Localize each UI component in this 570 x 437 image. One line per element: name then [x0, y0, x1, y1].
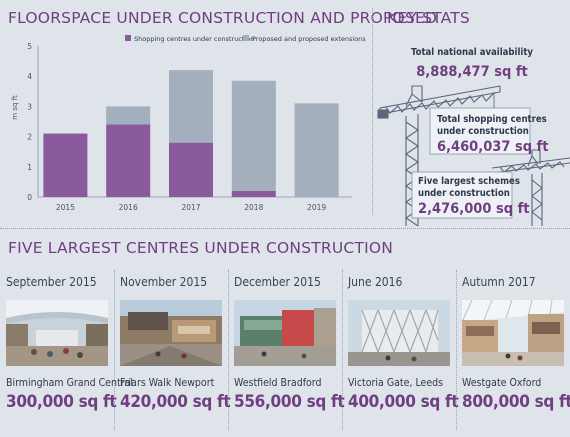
y-tick-label: 0: [27, 193, 32, 202]
x-tick-label: 2015: [56, 203, 75, 212]
bar-2018: [231, 80, 276, 191]
y-tick-label: 4: [27, 72, 32, 81]
y-tick-label: 1: [27, 163, 32, 172]
centre-card: November 2015 Friars Walk Newport 420,00…: [114, 266, 231, 437]
centres-list: September 2015 Birmingham Grand Central …: [0, 266, 570, 437]
friars-walk-newport-photo: [120, 300, 222, 366]
centre-size: 420,000 sq ft: [120, 392, 231, 412]
section-divider-vertical: [372, 8, 373, 215]
stat-label: Total national availability: [411, 47, 533, 58]
centre-name: Westgate Oxford: [462, 377, 542, 389]
y-tick-label: 5: [27, 42, 32, 51]
bar-2019: [294, 103, 339, 197]
bar-2016: [106, 124, 151, 197]
centre-date: December 2015: [234, 275, 321, 289]
stat-value: 6,460,037 sq ft: [437, 139, 549, 155]
stat-value: 2,476,000 sq ft: [418, 201, 530, 217]
centre-date: September 2015: [6, 275, 97, 289]
y-tick-label: 2: [27, 133, 32, 142]
centre-card: Autumn 2017 Westgate Oxford 800,000 sq f…: [456, 266, 570, 437]
centre-size: 300,000 sq ft: [6, 392, 117, 412]
legend-entry: Proposed and proposed extensions: [252, 35, 366, 43]
centre-size: 556,000 sq ft: [234, 392, 345, 412]
centres-title: FIVE LARGEST CENTRES UNDER CONSTRUCTION: [8, 239, 394, 257]
bar-2017: [169, 70, 213, 143]
stat-five-largest-schemes: Five largest schemes under construction …: [411, 171, 530, 219]
victoria-gate-leeds-photo: [348, 300, 450, 366]
centre-date: Autumn 2017: [462, 275, 536, 289]
legend-swatch: [125, 35, 131, 41]
centre-card: September 2015 Birmingham Grand Central …: [0, 266, 133, 437]
centre-name: Friars Walk Newport: [120, 377, 215, 389]
westfield-bradford-photo: [234, 300, 336, 366]
centre-name: Birmingham Grand Central: [6, 377, 133, 389]
bar-2016: [106, 106, 151, 125]
centre-size: 800,000 sq ft: [462, 392, 570, 412]
centre-name: Victoria Gate, Leeds: [348, 377, 444, 389]
centre-card: December 2015 Westfield Bradford 556,000…: [228, 266, 345, 437]
stat-total-under-construction: Total shopping centres under constructio…: [429, 107, 549, 155]
stat-label: under construction: [418, 188, 510, 199]
centre-card: June 2016 Victoria Gate, Leeds 400,000 s…: [342, 266, 459, 437]
stat-label: Total shopping centres: [437, 114, 547, 125]
x-tick-label: 2017: [181, 203, 200, 212]
westgate-oxford-photo: [462, 300, 564, 366]
stat-label: under construction: [437, 126, 529, 137]
stat-value: 8,888,477 sq ft: [416, 64, 528, 80]
centre-size: 400,000 sq ft: [348, 392, 459, 412]
bar-2017: [169, 142, 213, 197]
chart-title: FLOORSPACE UNDER CONSTRUCTION AND PROPOS…: [8, 9, 438, 27]
y-tick-label: 3: [27, 102, 32, 111]
x-tick-label: 2019: [307, 203, 326, 212]
key-stats-panel: Total national availability 8,888,477 sq…: [377, 47, 570, 226]
birmingham-grand-central-photo: [6, 300, 108, 366]
x-tick-label: 2016: [119, 203, 138, 212]
centre-date: June 2016: [348, 275, 403, 289]
stat-label: Five largest schemes: [418, 176, 520, 187]
legend-swatch: [243, 35, 249, 41]
legend-entry: Shopping centres under construction: [134, 35, 254, 43]
stat-total-national-availability: Total national availability 8,888,477 sq…: [411, 47, 533, 80]
bar-2018: [231, 190, 276, 197]
x-tick-label: 2018: [244, 203, 263, 212]
key-stats-title: KEY STATS: [387, 9, 470, 27]
section-divider-horizontal: [0, 228, 570, 229]
centre-name: Westfield Bradford: [234, 377, 322, 389]
floorspace-chart: 0 1 2 3 4 5 m sq ft 2015 2016 2017 2018 2019 Shoppin…: [11, 35, 366, 212]
y-axis-label: m sq ft: [11, 95, 19, 120]
centre-date: November 2015: [120, 275, 208, 289]
bar-2015: [43, 133, 88, 197]
